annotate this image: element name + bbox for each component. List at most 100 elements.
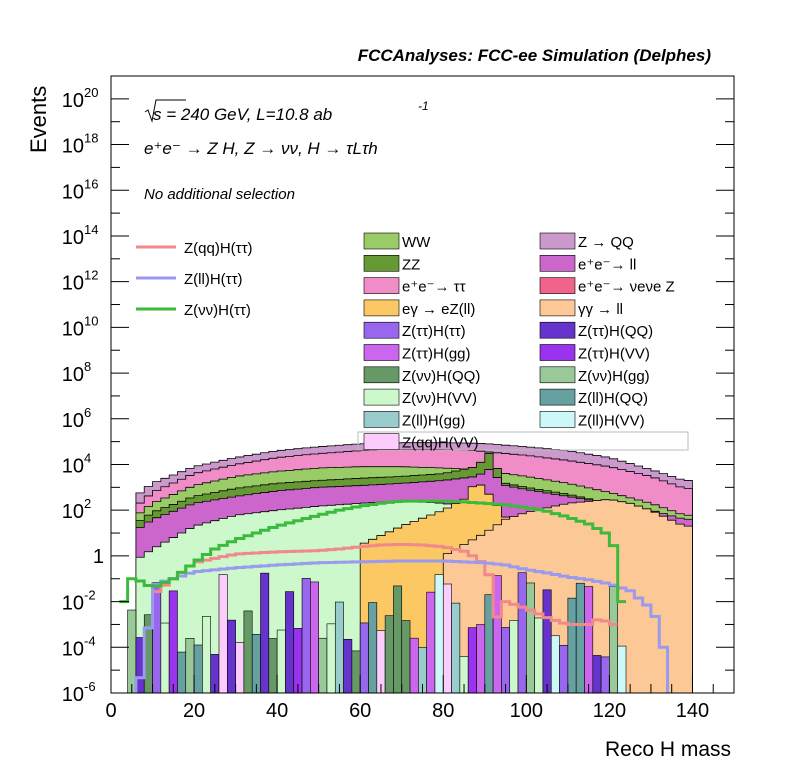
- selection-annotation: No additional selection: [144, 186, 295, 203]
- legend-swatch-z-qq-h-vv: [363, 433, 400, 451]
- legend-swatch-z-ll-h-gg: [363, 411, 400, 428]
- y-tick-label: 10: [62, 410, 84, 432]
- component-bar: [260, 572, 270, 693]
- component-bar: [409, 637, 419, 693]
- legend-label: WW: [402, 234, 431, 251]
- component-bar: [476, 624, 486, 693]
- component-bar: [467, 627, 477, 693]
- component-bar: [334, 601, 344, 693]
- component-bar: [285, 591, 295, 693]
- component-bar: [193, 644, 203, 693]
- signal-line-z-h: [119, 499, 627, 604]
- component-bar: [592, 655, 602, 693]
- y-tick-label: 10: [62, 273, 84, 295]
- y-tick-exponent: 2: [84, 496, 91, 511]
- component-bar: [517, 572, 527, 693]
- y-tick-exponent: 12: [84, 268, 98, 283]
- sqrt-variable: s: [153, 105, 162, 124]
- legend-label: eγ → eZ(ll): [402, 301, 475, 318]
- legend-swatch-zz: [363, 255, 400, 272]
- component-bar: [501, 627, 511, 693]
- background-legend: WW Z → QQ ZZ e⁺e⁻→ ll e⁺e⁻→ ττ e⁺e⁻→ νeνe Z eγ…: [363, 232, 675, 452]
- component-bar: [542, 589, 552, 693]
- signal-line-z-qq-h: [152, 542, 618, 626]
- legend-label: Z(qq)H(VV): [402, 435, 479, 452]
- legend-label: Z(νν)H(VV): [402, 390, 477, 407]
- component-bar: [301, 577, 311, 693]
- x-tick-label: 140: [676, 700, 709, 722]
- component-bar: [326, 623, 336, 693]
- y-tick-exponent: 16: [84, 176, 98, 191]
- legend-swatch-z-qq: [539, 232, 576, 250]
- legend-swatch-z-h: [363, 321, 400, 339]
- legend-swatch-e-e-e-e-z: [539, 277, 576, 294]
- chart-title: FCCAnalyses: FCC-ee Simulation (Delphes): [358, 46, 712, 65]
- x-tick-label: 120: [593, 700, 626, 722]
- y-tick-exponent: 4: [84, 450, 91, 465]
- component-bars: [127, 572, 627, 693]
- legend-box-edge: [357, 431, 689, 451]
- legend-swatch-z-h-gg: [539, 366, 576, 384]
- y-tick-label: 10: [62, 181, 84, 203]
- legend-label: e⁺e⁻→ ττ: [402, 279, 466, 296]
- legend-swatch-z-h-vv: [539, 344, 576, 361]
- legend-label: Z(νν)H(QQ): [402, 368, 480, 385]
- y-tick-label: 10: [62, 638, 84, 660]
- y-tick-exponent: 14: [84, 222, 98, 237]
- x-tick-label: 40: [266, 700, 288, 722]
- component-bar: [202, 616, 211, 693]
- process-annotation: e⁺e⁻ → Z H, Z → νν, H → τLτh: [144, 139, 378, 158]
- y-tick-exponent: 18: [84, 131, 98, 146]
- x-tick-label: 0: [105, 700, 116, 722]
- legend-swatch-z-ll-h-qq: [539, 388, 576, 406]
- component-bar: [218, 574, 228, 693]
- component-bar: [434, 574, 444, 693]
- component-bar: [243, 610, 253, 693]
- component-bar: [343, 638, 353, 693]
- energy-text: = 240 GeV, L=10.8 ab: [162, 105, 333, 124]
- signal-lines: [119, 499, 670, 693]
- component-bar: [177, 651, 187, 693]
- component-bar: [509, 620, 519, 693]
- legend-swatch-z-h-qq: [539, 321, 576, 339]
- y-tick-label: 10: [62, 684, 84, 706]
- component-bar: [318, 637, 328, 693]
- legend-swatch-z-h-gg: [363, 344, 400, 361]
- component-bar: [293, 628, 303, 693]
- energy-annotation: s = 240 GeV, L=10.8 ab -1: [144, 99, 429, 124]
- component-bar: [168, 590, 178, 693]
- legend-label: γγ → ll: [578, 301, 623, 318]
- component-bar: [185, 638, 195, 693]
- luminosity-exponent: -1: [418, 99, 429, 113]
- legend-label: Z(ll)H(ττ): [184, 271, 243, 288]
- legend-label: e⁺e⁻→ ll: [578, 256, 636, 273]
- y-tick-label: 10: [62, 90, 84, 112]
- legend-label: Z(νν)H(ττ): [184, 302, 251, 319]
- signal-legend: Z(qq)H(ττ) Z(ll)H(ττ) Z(νν)H(ττ): [136, 240, 253, 319]
- y-tick-exponent: -6: [84, 679, 96, 694]
- component-bar: [426, 591, 436, 693]
- component-bar: [575, 582, 585, 693]
- legend-label: Z(ττ)H(gg): [402, 346, 471, 363]
- component-bar: [376, 630, 386, 693]
- sqrt-icon: [144, 99, 186, 123]
- x-tick-label: 60: [349, 700, 371, 722]
- component-bar: [393, 585, 403, 693]
- legend-swatch-e-e: [363, 277, 400, 294]
- y-tick-label: 10: [62, 364, 84, 386]
- component-bar: [359, 622, 369, 693]
- x-tick-label: 80: [432, 700, 454, 722]
- legend-swatch-ll: [539, 299, 576, 317]
- legend-swatch-e-ez-ll: [363, 299, 400, 317]
- svg-text:s = 240 GeV, L=10.8 ab: s = 240 GeV, L=10.8 ab: [153, 105, 332, 124]
- component-bar: [160, 622, 170, 693]
- component-bar: [384, 615, 394, 693]
- legend-label: Z(qq)H(ττ): [184, 240, 253, 257]
- y-tick-label: 1: [93, 546, 104, 568]
- legend-label: e⁺e⁻→ νeνe Z: [578, 279, 675, 296]
- component-bar: [268, 638, 278, 693]
- component-bar: [617, 645, 627, 693]
- component-bar: [401, 620, 411, 693]
- y-tick-label: 10: [62, 318, 84, 340]
